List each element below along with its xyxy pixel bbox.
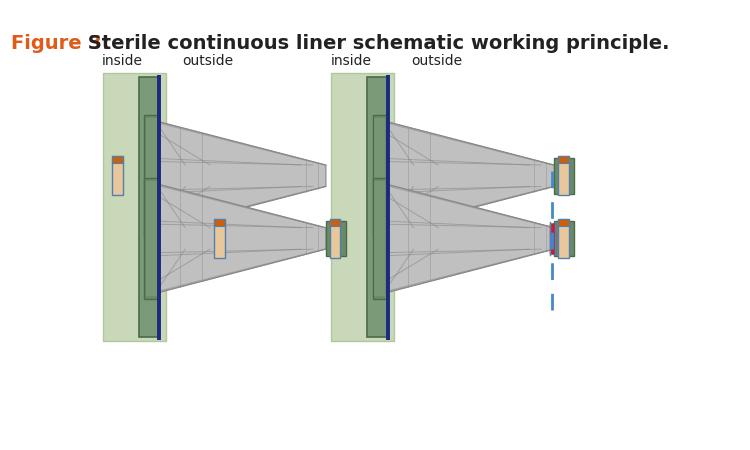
Bar (558, 219, 568, 226)
Bar (374, 118, 385, 233)
Bar (373, 178, 387, 299)
Text: inside: inside (102, 54, 143, 68)
Bar (146, 118, 157, 233)
Polygon shape (160, 184, 326, 292)
Bar (146, 181, 157, 296)
Polygon shape (388, 122, 554, 230)
Bar (214, 219, 224, 226)
Bar (144, 115, 158, 237)
Polygon shape (160, 122, 326, 230)
Bar (139, 77, 158, 337)
Bar (554, 158, 574, 194)
Bar (214, 219, 224, 258)
Bar (144, 178, 158, 299)
Bar (112, 156, 123, 195)
Text: outside: outside (183, 54, 234, 68)
Bar (558, 156, 568, 195)
FancyBboxPatch shape (332, 73, 394, 342)
Text: Figure 3:: Figure 3: (10, 34, 109, 53)
Bar (373, 115, 387, 237)
Text: inside: inside (331, 54, 371, 68)
Polygon shape (388, 184, 554, 292)
Text: Sterile continuous liner schematic working principle.: Sterile continuous liner schematic worki… (80, 34, 669, 53)
Bar (112, 156, 123, 163)
Bar (374, 181, 385, 296)
Bar (554, 220, 574, 256)
Bar (368, 77, 387, 337)
Bar (558, 219, 568, 258)
Bar (329, 219, 340, 226)
FancyBboxPatch shape (103, 73, 166, 342)
Bar (558, 156, 568, 163)
Text: outside: outside (411, 54, 462, 68)
Bar (326, 220, 346, 256)
Bar (329, 219, 340, 258)
